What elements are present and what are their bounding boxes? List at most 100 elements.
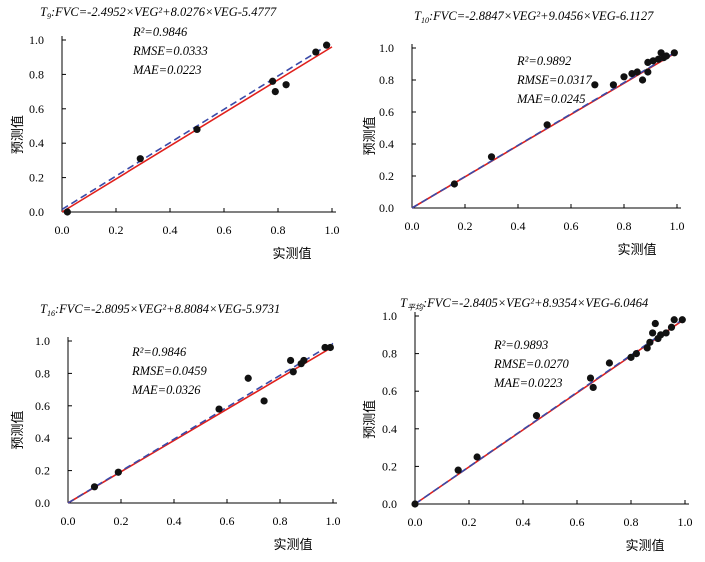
chart-panel-t16: T16:FVC=-2.8095×VEG²+8.8084×VEG-5.9731 0.…	[0, 281, 352, 562]
data-point	[670, 49, 678, 57]
data-point	[90, 483, 99, 491]
chart-panel-t9: T9:FVC=-2.4952×VEG²+8.0276×VEG-5.4777 0.0…	[0, 0, 352, 281]
data-point	[586, 374, 595, 382]
data-point	[643, 344, 651, 352]
chart-title: T16:FVC=-2.8095×VEG²+8.8084×VEG-5.9731	[40, 302, 280, 318]
title-subscript: 9	[47, 12, 51, 21]
y-axis-label: 预测值	[362, 400, 378, 439]
x-tick-label: 0.0	[55, 223, 70, 237]
x-tick-label: 0.2	[462, 515, 477, 529]
data-point	[649, 329, 657, 337]
x-tick-label: 0.8	[271, 223, 286, 237]
y-tick-label: 0.6	[379, 105, 394, 119]
y-axis-label: 预测值	[10, 115, 26, 154]
title-subscript: 16	[47, 309, 55, 318]
data-point	[287, 356, 295, 365]
title-equation: :FVC=-2.8847×VEG²+9.0456×VEG-6.1127	[429, 9, 654, 23]
y-tick-label: 1.0	[382, 309, 397, 323]
x-tick-label: 0.6	[220, 514, 235, 528]
chart-title: T平均:FVC=-2.8405×VEG²+8.9354×VEG-6.0464	[400, 296, 648, 312]
data-point	[473, 453, 481, 461]
x-tick-label: 0.8	[624, 515, 639, 529]
stat-label: MAE=0.0223	[493, 376, 563, 390]
y-tick-label: 0.2	[382, 459, 397, 473]
data-point	[300, 356, 308, 365]
x-tick-label: 0.4	[511, 219, 526, 233]
data-point	[487, 153, 496, 161]
chart-title: T10:FVC=-2.8847×VEG²+9.0456×VEG-6.1127	[414, 9, 654, 25]
stat-label: MAE=0.0245	[516, 92, 586, 106]
data-point	[282, 81, 290, 89]
y-tick-label: 0.6	[29, 102, 44, 116]
x-tick-label: 0.0	[405, 219, 420, 233]
x-tick-label: 0.2	[114, 514, 129, 528]
x-axis-label: 实测值	[272, 246, 311, 262]
x-tick-label: 0.0	[408, 515, 423, 529]
title-prefix: T	[40, 5, 48, 19]
stat-label: MAE=0.0326	[131, 383, 201, 397]
x-tick-label: 1.0	[325, 223, 340, 237]
data-point	[312, 48, 320, 56]
y-axis-label: 预测值	[10, 411, 26, 450]
x-tick-label: 0.0	[61, 514, 76, 528]
y-tick-label: 0.0	[29, 205, 44, 219]
data-point	[136, 155, 144, 163]
title-equation: :FVC=-2.8095×VEG²+8.8084×VEG-5.9731	[55, 302, 280, 316]
chart-title: T9:FVC=-2.4952×VEG²+8.0276×VEG-5.4777	[40, 5, 277, 21]
data-point	[609, 81, 617, 89]
y-tick-label: 0.6	[35, 399, 50, 413]
x-tick-label: 0.2	[458, 219, 473, 233]
data-point	[620, 73, 628, 81]
stat-label: R²=0.9846	[132, 25, 188, 39]
stat-label: RMSE=0.0317	[516, 73, 592, 87]
fit-line	[411, 50, 678, 209]
reference-line	[67, 345, 334, 504]
stat-label: R²=0.9846	[131, 345, 187, 359]
y-tick-label: 0.2	[379, 169, 394, 183]
data-point	[646, 338, 654, 346]
y-tick-label: 0.2	[29, 171, 44, 185]
x-tick-label: 0.8	[273, 514, 288, 528]
chart-t-average: T平均:FVC=-2.8405×VEG²+8.9354×VEG-6.0464 0.…	[362, 296, 693, 554]
y-tick-label: 0.8	[382, 347, 397, 361]
data-point	[543, 121, 551, 129]
stat-label: R²=0.9892	[516, 54, 571, 68]
data-point	[323, 41, 331, 49]
data-point	[454, 466, 462, 474]
data-point	[651, 319, 659, 328]
x-tick-label: 0.6	[570, 515, 585, 529]
title-equation: :FVC=-2.4952×VEG²+8.0276×VEG-5.4777	[51, 5, 277, 19]
y-tick-label: 0.8	[29, 67, 44, 81]
data-point	[215, 405, 223, 413]
y-tick-label: 0.0	[35, 496, 50, 510]
stat-label: R²=0.9893	[493, 338, 548, 352]
x-tick-label: 0.6	[217, 223, 232, 237]
chart-panel-t10: T10:FVC=-2.8847×VEG²+9.0456×VEG-6.1127 0.…	[352, 0, 705, 281]
x-axis-label: 实测值	[617, 242, 656, 258]
x-tick-label: 0.4	[167, 514, 182, 528]
data-point	[411, 500, 419, 508]
title-equation: :FVC=-2.8405×VEG²+8.9354×VEG-6.0464	[423, 296, 648, 310]
x-tick-label: 1.0	[670, 219, 685, 233]
chart-panel-tavg: T平均:FVC=-2.8405×VEG²+8.9354×VEG-6.0464 0.…	[352, 281, 705, 562]
data-point	[667, 323, 676, 331]
y-tick-label: 1.0	[379, 41, 394, 55]
data-point	[662, 52, 670, 60]
y-tick-label: 0.6	[382, 384, 397, 398]
y-tick-label: 1.0	[29, 33, 44, 47]
data-point	[321, 343, 329, 352]
title-prefix: T	[414, 9, 422, 23]
data-point	[657, 331, 665, 339]
data-point	[591, 81, 599, 89]
title-subscript: 平均	[407, 303, 424, 312]
data-point	[589, 383, 597, 392]
x-tick-label: 0.6	[564, 219, 579, 233]
chart-t16: T16:FVC=-2.8095×VEG²+8.8084×VEG-5.9731 0.…	[10, 302, 341, 553]
data-point	[326, 343, 334, 352]
y-tick-label: 0.2	[35, 464, 50, 478]
y-axis-label: 预测值	[362, 116, 378, 155]
data-point	[269, 77, 277, 85]
data-point	[532, 412, 541, 420]
data-point	[678, 316, 686, 324]
chart-t10: T10:FVC=-2.8847×VEG²+9.0456×VEG-6.1127 0.…	[362, 9, 685, 258]
